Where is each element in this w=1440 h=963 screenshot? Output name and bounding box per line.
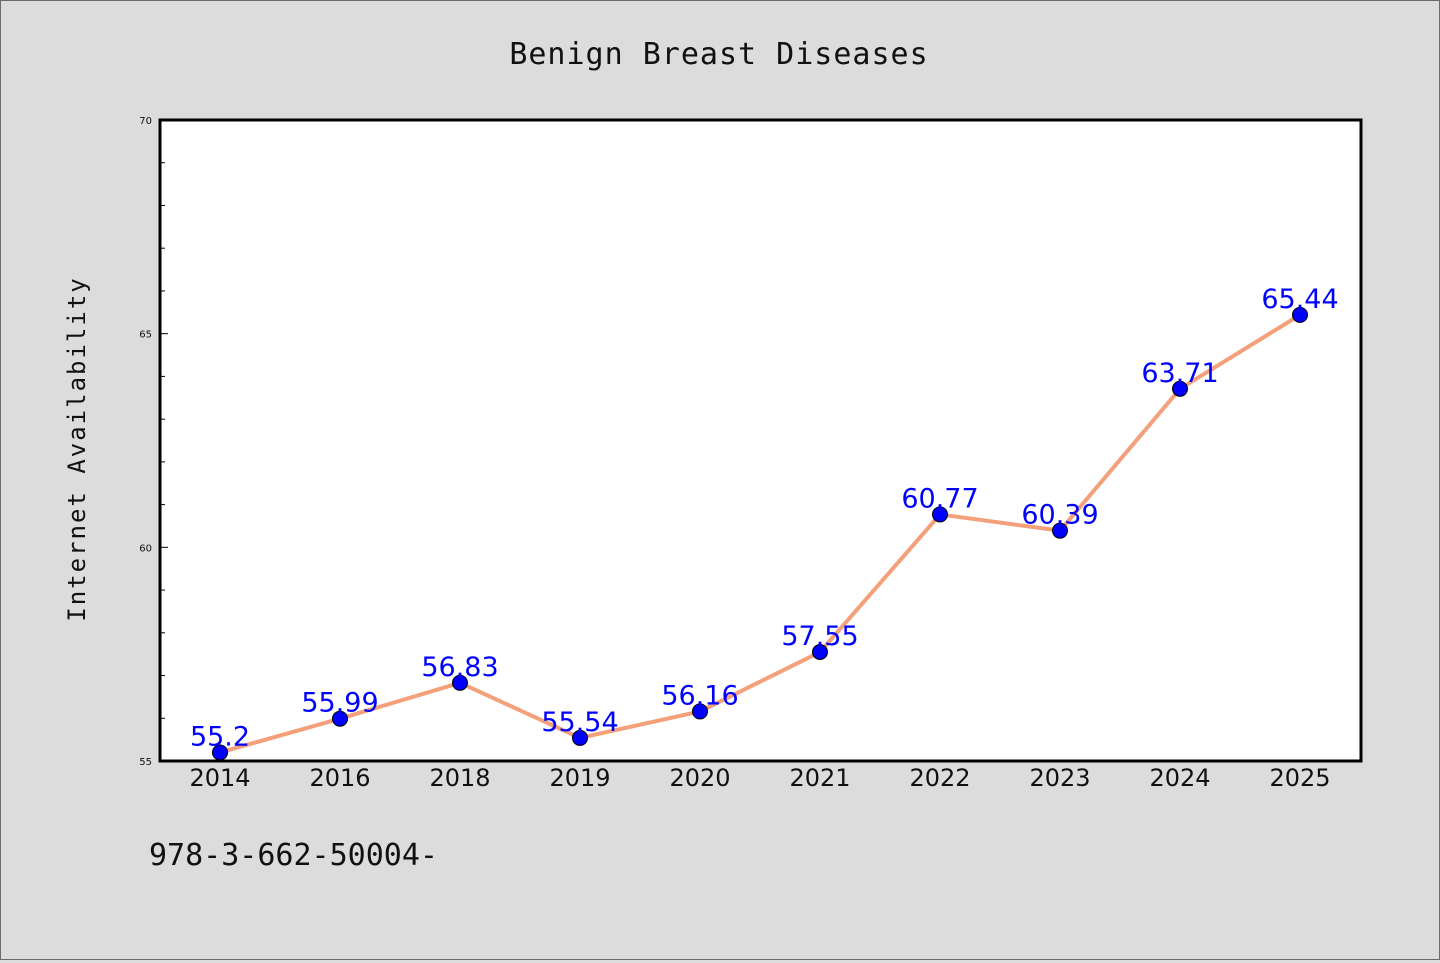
data-label: 55.2 — [190, 721, 250, 752]
x-tick-label: 2019 — [549, 764, 610, 792]
plot-area — [158, 118, 1363, 763]
data-point — [932, 506, 948, 523]
data-point — [572, 729, 588, 746]
data-label: 55.54 — [541, 707, 618, 738]
x-tick-label: 2014 — [189, 764, 250, 792]
data-point — [212, 744, 228, 761]
series-line — [219, 313, 1302, 755]
chart-title: Benign Breast Diseases — [509, 37, 928, 72]
x-tick-label: 2022 — [909, 764, 970, 792]
data-point — [812, 644, 828, 661]
data-point — [332, 710, 348, 727]
y-tick-label: 70 — [139, 116, 152, 127]
data-label: 56.16 — [661, 680, 738, 711]
x-tick-label: 2016 — [309, 764, 370, 792]
y-axis: 55 60 65 70 — [139, 116, 168, 768]
data-point — [1172, 380, 1188, 397]
x-tick-label: 2021 — [789, 764, 850, 792]
y-axis-label: Internet Availability — [63, 276, 91, 621]
data-point — [1052, 522, 1068, 539]
x-tick-label: 2023 — [1029, 764, 1090, 792]
data-point — [1292, 306, 1308, 323]
data-labels: 55.2 55.99 56.83 55.54 56.16 57.55 60.77 60.39 6… — [190, 284, 1339, 753]
y-tick-label: 65 — [139, 330, 152, 341]
data-label: 60.39 — [1021, 500, 1098, 531]
data-label: 63.71 — [1141, 358, 1218, 389]
x-axis: 2014 2016 2018 2019 2020 2021 2022 2023 2024 2025 — [189, 764, 1330, 792]
data-label: 60.77 — [901, 483, 978, 514]
y-tick-label: 55 — [139, 757, 152, 768]
data-point — [692, 703, 708, 720]
data-point — [452, 674, 468, 691]
data-label: 56.83 — [421, 652, 498, 683]
footnote: 978-3-662-50004- — [149, 838, 438, 873]
x-tick-label: 2020 — [669, 764, 730, 792]
data-label: 65.44 — [1261, 284, 1338, 315]
data-label: 55.99 — [301, 688, 378, 719]
data-label: 57.55 — [781, 621, 858, 652]
x-tick-label: 2018 — [429, 764, 490, 792]
data-markers — [212, 306, 1308, 761]
y-tick-label: 60 — [139, 543, 152, 554]
x-tick-label: 2024 — [1149, 764, 1210, 792]
x-tick-label: 2025 — [1269, 764, 1330, 792]
